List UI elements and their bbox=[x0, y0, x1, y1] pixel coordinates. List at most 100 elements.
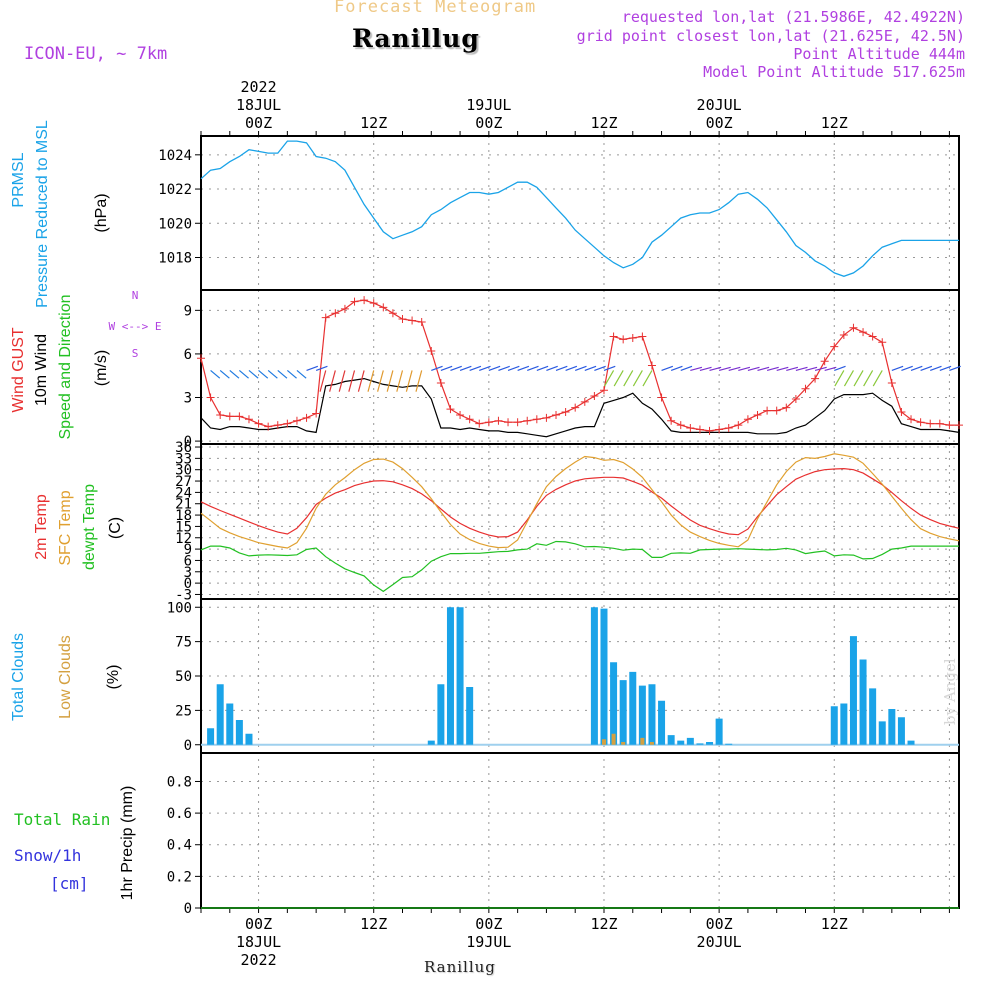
total-cloud-bar bbox=[245, 733, 253, 745]
gust-point bbox=[408, 316, 417, 325]
total-cloud-bar bbox=[466, 687, 474, 745]
wind-arrow bbox=[709, 366, 722, 372]
y-tick-label: 1020 bbox=[158, 216, 192, 232]
total-cloud-bar bbox=[456, 607, 464, 745]
wind-arrow bbox=[757, 366, 770, 372]
total-cloud-bar bbox=[878, 721, 886, 745]
wind-arrow bbox=[584, 365, 597, 372]
pressure-line bbox=[200, 140, 959, 277]
gust-point bbox=[302, 413, 311, 422]
y-tick-label: 0.4 bbox=[167, 838, 192, 854]
wind-arrow bbox=[440, 365, 453, 372]
total-cloud-bar bbox=[207, 728, 215, 745]
low-cloud-bar bbox=[611, 733, 616, 745]
time-label-bottom: 00Z bbox=[706, 915, 733, 933]
wind-arrow bbox=[843, 370, 854, 387]
y-tick-label: 12 bbox=[175, 531, 192, 547]
wind-arrow bbox=[632, 370, 643, 387]
wind-arrow bbox=[396, 370, 404, 392]
total-cloud-bar bbox=[840, 703, 848, 745]
wind-arrow bbox=[546, 365, 558, 372]
time-label-top: 19JUL bbox=[466, 96, 511, 114]
wind-arrow bbox=[766, 366, 779, 372]
gust-point bbox=[619, 335, 628, 344]
total-cloud-bar bbox=[696, 743, 704, 745]
compass-n: N bbox=[132, 289, 139, 302]
total-cloud-bar bbox=[830, 706, 838, 745]
wind-arrow bbox=[613, 370, 624, 387]
wind-arrow bbox=[248, 369, 259, 379]
wind-arrow bbox=[930, 365, 942, 372]
total-cloud-bar bbox=[216, 684, 224, 745]
gust-point bbox=[456, 410, 465, 419]
gust-point bbox=[216, 410, 225, 419]
time-label-top: 18JUL bbox=[236, 96, 281, 114]
y-tick-label: 9 bbox=[184, 542, 192, 558]
gust-point bbox=[638, 332, 647, 341]
total-cloud-bar bbox=[859, 659, 867, 745]
gust-point bbox=[513, 418, 522, 427]
wind-arrow bbox=[747, 366, 760, 372]
gust-point bbox=[206, 393, 215, 402]
wind-arrow bbox=[824, 366, 837, 372]
temp-label-sfc: SFC Temp bbox=[57, 490, 74, 565]
pressure-label-prmsl: PRMSL bbox=[10, 152, 27, 207]
gust-point bbox=[686, 424, 695, 433]
total-cloud-bar bbox=[849, 636, 857, 745]
gust-point bbox=[887, 378, 896, 387]
wind-arrow bbox=[210, 369, 221, 379]
y-tick-label: 25 bbox=[175, 703, 192, 719]
wind-arrow bbox=[415, 370, 423, 392]
pressure-label-title: Pressure Reduced to MSL bbox=[34, 120, 51, 308]
wind-arrow bbox=[661, 365, 674, 372]
gust-point bbox=[647, 361, 656, 370]
gust-point bbox=[609, 332, 618, 341]
gust-point bbox=[830, 342, 839, 351]
total-cloud-bar bbox=[638, 685, 646, 745]
low-cloud-bar bbox=[640, 737, 645, 745]
wind-arrow bbox=[565, 365, 578, 372]
wind-arrow bbox=[786, 366, 799, 372]
legend-snow: Snow/1h bbox=[14, 846, 81, 865]
wind-arrow bbox=[690, 366, 703, 372]
wind-arrow bbox=[367, 370, 375, 392]
wind-arrow bbox=[219, 369, 230, 379]
wind-arrow bbox=[238, 369, 249, 379]
gust-point bbox=[523, 416, 532, 425]
time-label-top: 2022 bbox=[241, 78, 277, 96]
temp-2m-line bbox=[200, 467, 960, 538]
wind-arrow bbox=[267, 369, 278, 379]
gust-point bbox=[839, 331, 848, 340]
wind-arrow bbox=[834, 370, 845, 387]
wind-arrow bbox=[405, 370, 413, 392]
wind-arrow bbox=[386, 370, 394, 392]
requested-location: requested lon,lat (21.5986E, 42.4922N) bbox=[621, 8, 965, 26]
wind-arrow bbox=[459, 365, 472, 372]
y-tick-label: 50 bbox=[175, 669, 192, 685]
wind-arrow bbox=[306, 365, 319, 372]
gust-point bbox=[532, 415, 541, 424]
gust-point bbox=[849, 323, 858, 332]
gust-point bbox=[868, 332, 877, 341]
gust-point bbox=[599, 386, 608, 395]
y-tick-label: 24 bbox=[175, 485, 192, 501]
gust-point bbox=[926, 419, 935, 428]
y-tick-label: 100 bbox=[167, 600, 192, 616]
cloud-label-low: Low Clouds bbox=[57, 635, 74, 719]
gust-point bbox=[235, 412, 244, 421]
wind-arrow bbox=[805, 366, 818, 372]
temp-label-2m: 2m Temp bbox=[33, 494, 50, 560]
gust-point bbox=[782, 403, 791, 412]
total-cloud-bar bbox=[235, 720, 243, 745]
total-cloud-bar bbox=[226, 703, 234, 745]
wind-arrow bbox=[910, 365, 923, 372]
gust-point bbox=[715, 425, 724, 434]
watermark: by Angel bbox=[941, 658, 959, 725]
gust-point bbox=[475, 419, 484, 428]
gust-point bbox=[388, 309, 397, 318]
low-cloud-bar bbox=[621, 742, 626, 745]
y-tick-label: 33 bbox=[175, 451, 192, 467]
wind-arrow bbox=[357, 370, 365, 392]
total-cloud-bar bbox=[725, 743, 733, 745]
gust-point bbox=[945, 421, 954, 430]
